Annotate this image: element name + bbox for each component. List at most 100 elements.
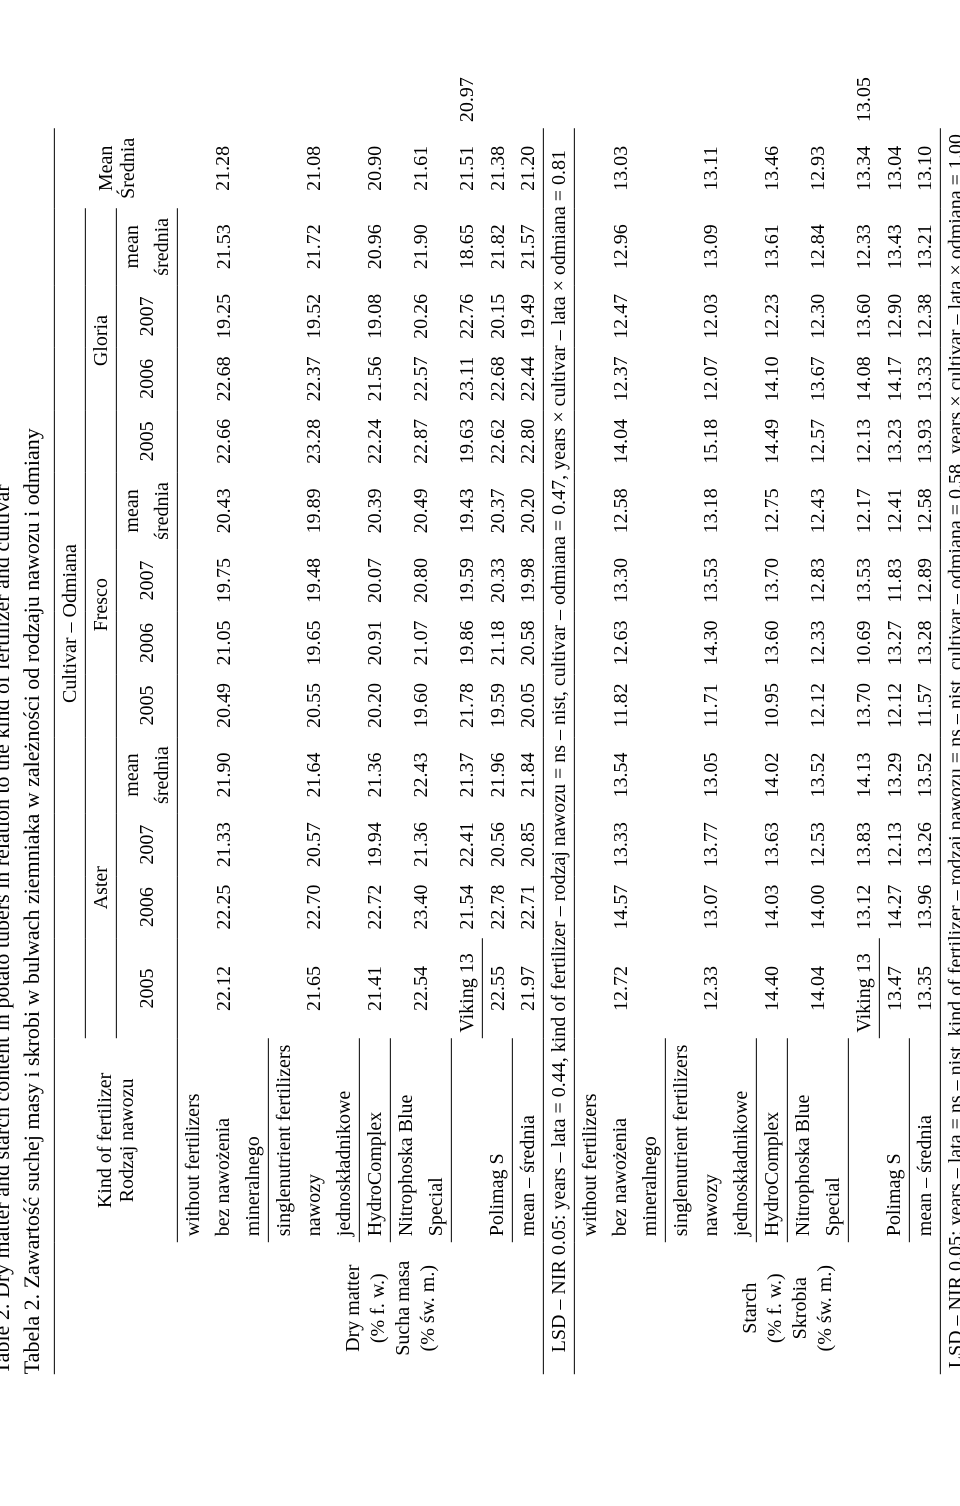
param-line: Dry matter [341, 1249, 366, 1369]
cell: 12.41 [880, 473, 911, 550]
cell: 20.57 [269, 814, 360, 877]
header-cultivar-gloria: Gloria [86, 209, 117, 473]
fert-single-l2: nawozy [300, 1039, 330, 1243]
cell: 14.17 [880, 348, 911, 411]
cell: 12.03 [666, 285, 757, 348]
cell: 22.78 [483, 876, 514, 939]
fert-control-l3: mineralnego [239, 1039, 270, 1243]
cell: 12.33 [788, 612, 849, 675]
cell: 12.07 [666, 348, 757, 411]
cell: 13.10 [910, 128, 941, 208]
cell: 22.44 [513, 348, 544, 411]
cell: 11.71 [666, 675, 757, 738]
cell: 13.05 [849, 71, 880, 128]
cell: 12.72 [575, 939, 666, 1039]
header-mean-en: mean [117, 473, 148, 550]
cell: 19.65 [269, 612, 360, 675]
cell: 13.33 [910, 348, 941, 411]
cell: 13.77 [666, 814, 757, 877]
cell: 14.04 [788, 939, 849, 1039]
cell: 13.11 [666, 128, 757, 208]
cell: 20.80 [391, 550, 452, 613]
cell: 20.05 [513, 675, 544, 738]
cell: 21.64 [269, 737, 360, 814]
cell: 13.05 [666, 737, 757, 814]
cell: 19.60 [391, 675, 452, 738]
cell: 19.98 [513, 550, 544, 613]
cell: 20.20 [360, 675, 391, 738]
param-dry-matter: Dry matter (% f. w.) Sucha masa (% św. m… [300, 1243, 483, 1375]
fert-nitro-l1: Nitrophoska Blue [391, 1039, 422, 1243]
header-year: 2006 [117, 348, 178, 411]
param-line: (% św. m.) [416, 1249, 441, 1369]
cell: 12.90 [880, 285, 911, 348]
fert-control-l2: bez nawożenia [209, 1039, 239, 1243]
header-grand-mean-en: Mean [95, 134, 117, 202]
cell: 13.04 [880, 128, 911, 208]
cell: 12.37 [575, 348, 666, 411]
cell: 19.86 [452, 612, 483, 675]
cell: 22.12 [178, 939, 269, 1039]
cell: 13.83 [849, 814, 880, 877]
cell: 19.59 [452, 550, 483, 613]
cell: 20.39 [360, 473, 391, 550]
cell: 20.55 [269, 675, 360, 738]
fert-control-l1: without fertilizers [178, 1039, 209, 1243]
cell: 20.49 [178, 675, 269, 738]
cell: 21.78 [452, 675, 483, 738]
page: Table 2. Dry matter and starch content i… [0, 0, 960, 1506]
header-mean-en: mean [117, 737, 148, 814]
cell: 21.53 [178, 209, 269, 286]
cell: 13.03 [575, 128, 666, 208]
fert-polimag: Polimag S [880, 1039, 911, 1243]
cell: 13.53 [666, 550, 757, 613]
cell: 22.68 [178, 348, 269, 411]
cell: 21.57 [513, 209, 544, 286]
cell: 11.57 [910, 675, 941, 738]
cell: 19.75 [178, 550, 269, 613]
cell: 12.84 [788, 209, 849, 286]
cell: 14.03 [757, 876, 788, 939]
cell: 15.18 [666, 410, 757, 473]
header-year: 2005 [117, 675, 178, 738]
cell: 21.72 [269, 209, 360, 286]
cell: 12.58 [910, 473, 941, 550]
param-blank [178, 1243, 209, 1375]
cell: 13.18 [666, 473, 757, 550]
cell: 21.82 [483, 209, 514, 286]
param-line: (% f. w.) [763, 1249, 788, 1369]
cell: 12.12 [880, 675, 911, 738]
cell: 20.07 [360, 550, 391, 613]
cell: 22.76 [452, 285, 483, 348]
cell: 14.04 [575, 410, 666, 473]
cell: 22.24 [360, 410, 391, 473]
cell: 12.13 [880, 814, 911, 877]
param-line: Starch [738, 1249, 763, 1369]
cell: 22.41 [452, 814, 483, 877]
cell: 12.12 [788, 675, 849, 738]
cell: 19.52 [269, 285, 360, 348]
cell: 12.63 [575, 612, 666, 675]
header-cultivar-group: Cultivar – Odmiana [55, 209, 86, 1039]
cell: 12.96 [575, 209, 666, 286]
cell: 12.33 [849, 209, 880, 286]
header-year: 2005 [117, 410, 178, 473]
cell: 12.23 [757, 285, 788, 348]
header-year: 2006 [117, 876, 178, 939]
cell: 14.27 [880, 876, 911, 939]
cell: 19.59 [483, 675, 514, 738]
cell: 14.00 [788, 876, 849, 939]
cell: 22.80 [513, 410, 544, 473]
cell: 10.95 [757, 675, 788, 738]
header-year: 2006 [117, 612, 178, 675]
cell: 12.93 [788, 128, 849, 208]
cell: 20.43 [178, 473, 269, 550]
cell: 13.07 [666, 876, 757, 939]
cell: 22.72 [360, 876, 391, 939]
cell: 13.70 [849, 675, 880, 738]
cell: 22.87 [391, 410, 452, 473]
cell: 14.02 [757, 737, 788, 814]
cell: 20.85 [513, 814, 544, 877]
cell: 11.83 [880, 550, 911, 613]
fert-single-l3: jednoskładnikowe [330, 1039, 361, 1243]
